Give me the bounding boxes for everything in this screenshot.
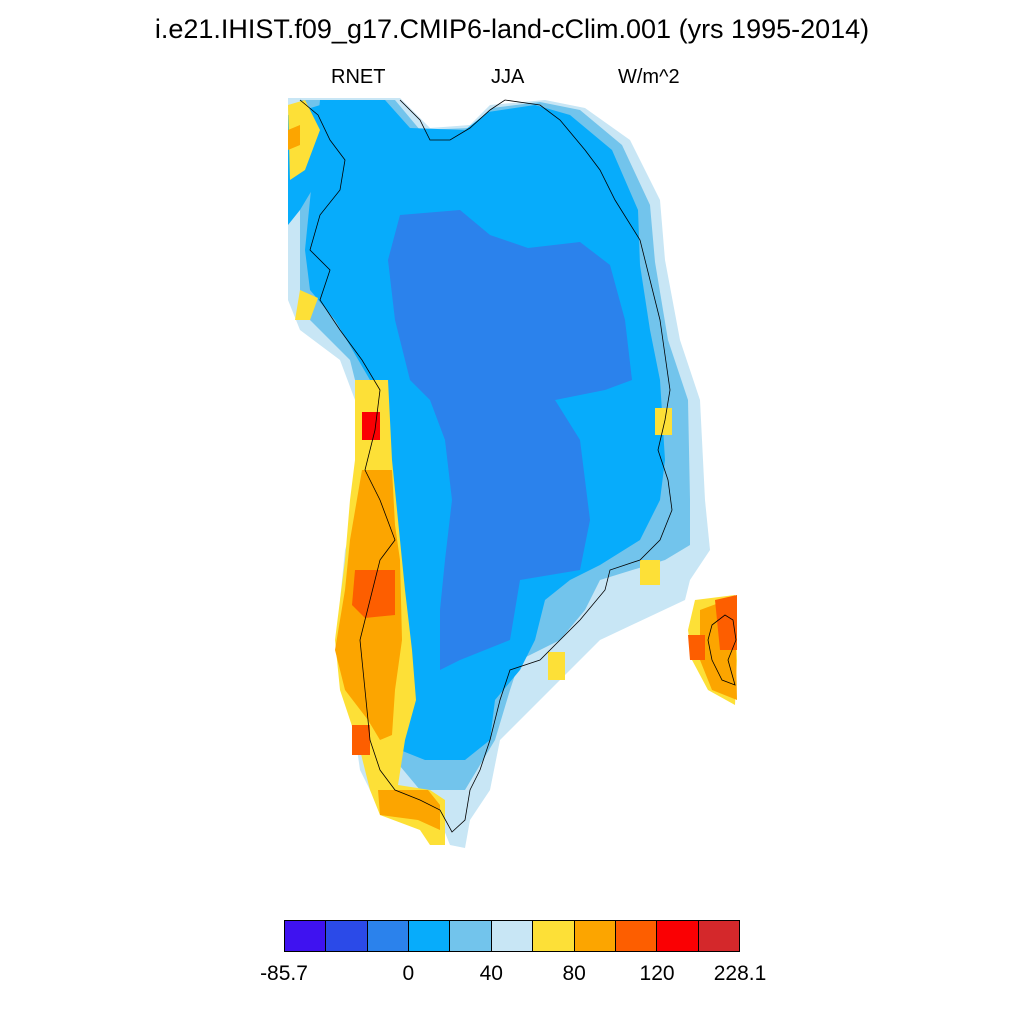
- colorbar-box-3: [408, 921, 450, 951]
- coastline: [299, 99, 673, 833]
- colorbar-tick-label: 228.1: [713, 962, 767, 985]
- season-label: JJA: [491, 66, 525, 88]
- colorbar-box-6: [532, 921, 574, 951]
- colorbar-box-1: [325, 921, 367, 951]
- greenland-map: [288, 98, 737, 848]
- colorbar-tick-label: 80: [562, 962, 586, 985]
- colorbar-box-7: [573, 921, 615, 951]
- map-layer-dark-orange: [352, 570, 737, 755]
- colorbar-box-0: [285, 921, 326, 951]
- colorbar-box-9: [656, 921, 698, 951]
- colorbar-box-4: [449, 921, 491, 951]
- plot-title: i.e21.IHIST.f09_g17.CMIP6-land-cClim.001…: [154, 14, 870, 44]
- colorbar-box-5: [490, 921, 533, 951]
- units-label: W/m^2: [618, 66, 680, 88]
- colorbar-box-2: [366, 921, 409, 951]
- colorbar-tick-label: -85.7: [260, 962, 308, 985]
- colorbar-tick-label: 0: [402, 962, 415, 985]
- map-layer-blue: [388, 210, 632, 670]
- colorbar-box-8: [614, 921, 657, 951]
- east-coast-island-outline: [707, 614, 737, 686]
- colorbar: [284, 920, 740, 952]
- colorbar-tick-label: 40: [479, 962, 503, 985]
- colorbar-box-10: [697, 921, 739, 951]
- map-layer-red: [362, 412, 380, 440]
- variable-label: RNET: [331, 66, 386, 88]
- colorbar-tick-label: 120: [639, 962, 675, 985]
